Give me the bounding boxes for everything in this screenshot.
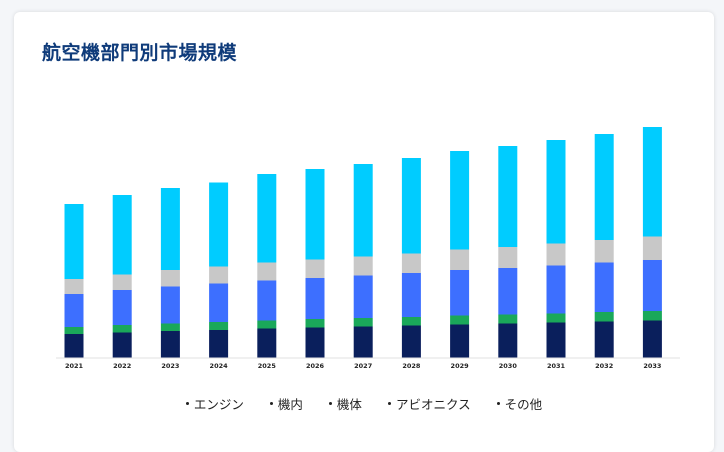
x-tick-label: 2027 — [354, 362, 372, 370]
bar-segment-2033-0 — [642, 320, 662, 358]
bar-segment-2022-3 — [112, 274, 132, 290]
bar-segment-2027-1 — [353, 318, 373, 327]
bar-segment-2029-0 — [450, 324, 470, 358]
bar-segment-2024-1 — [209, 322, 229, 330]
x-tick-label: 2025 — [258, 362, 277, 370]
legend-item: 機体 — [328, 394, 362, 413]
bar-segment-2021-2 — [64, 294, 84, 327]
x-tick-label: 2021 — [65, 362, 84, 370]
bar-segment-2026-2 — [305, 278, 325, 319]
bar-segment-2023-1 — [160, 323, 180, 331]
legend-item: 機内 — [269, 394, 303, 413]
legend-item: その他 — [496, 394, 543, 413]
bar-segment-2033-2 — [642, 260, 662, 311]
bar-segment-2027-0 — [353, 326, 373, 358]
bar-segment-2021-1 — [64, 327, 84, 334]
x-tick-label: 2033 — [643, 362, 661, 370]
bar-segment-2028-2 — [401, 273, 421, 317]
bar-segment-2033-1 — [642, 311, 662, 321]
bars-group — [64, 127, 662, 358]
x-tick-label: 2026 — [306, 362, 325, 370]
x-tick-label: 2028 — [402, 362, 421, 370]
bar-segment-2022-2 — [112, 290, 132, 325]
bar-segment-2025-1 — [257, 320, 277, 329]
bar-segment-2023-2 — [160, 286, 180, 324]
bar-segment-2032-2 — [594, 262, 614, 312]
bar-segment-2029-2 — [450, 270, 470, 316]
bar-segment-2029-3 — [450, 249, 470, 270]
x-tick-label: 2023 — [161, 362, 179, 370]
x-tick-label: 2032 — [595, 362, 613, 370]
bar-segment-2030-1 — [498, 314, 518, 324]
bar-segment-2031-1 — [546, 313, 566, 323]
bullet-icon — [185, 402, 189, 405]
bar-segment-2025-2 — [257, 280, 277, 321]
bar-segment-2027-2 — [353, 275, 373, 318]
bar-segment-2021-0 — [64, 334, 84, 358]
bar-segment-2024-4 — [209, 182, 229, 267]
bar-segment-2026-3 — [305, 259, 325, 278]
bar-segment-2032-4 — [594, 134, 614, 240]
bar-segment-2027-4 — [353, 164, 373, 257]
x-tick-label: 2031 — [547, 362, 566, 370]
chart-title: 航空機部門別市場規模 — [42, 42, 238, 64]
bar-segment-2031-2 — [546, 265, 566, 314]
bar-segment-2030-0 — [498, 323, 518, 358]
bar-segment-2022-0 — [112, 332, 132, 358]
legend: エンジン 機内 機体 アビオニクス その他 — [14, 394, 714, 413]
legend-item: アビオニクス — [387, 394, 471, 413]
bar-segment-2023-4 — [160, 188, 180, 270]
bar-segment-2024-3 — [209, 266, 229, 284]
bar-segment-2031-4 — [546, 140, 566, 244]
legend-item: エンジン — [185, 394, 244, 413]
bar-segment-2028-1 — [401, 317, 421, 326]
bar-segment-2032-0 — [594, 321, 614, 358]
bar-segment-2028-0 — [401, 325, 421, 358]
bar-segment-2028-4 — [401, 158, 421, 254]
bar-segment-2030-2 — [498, 268, 518, 315]
x-tick-label: 2022 — [113, 362, 131, 370]
bar-segment-2033-4 — [642, 127, 662, 237]
bar-segment-2030-4 — [498, 146, 518, 247]
bar-segment-2026-0 — [305, 327, 325, 358]
bullet-icon — [496, 402, 500, 405]
bar-segment-2025-0 — [257, 328, 277, 358]
bar-segment-2032-3 — [594, 240, 614, 263]
x-tick-label: 2029 — [451, 362, 470, 370]
bar-segment-2025-3 — [257, 262, 277, 281]
bar-segment-2022-1 — [112, 325, 132, 333]
bullet-icon — [387, 402, 391, 405]
bar-segment-2024-0 — [209, 330, 229, 358]
chart-card: 航空機部門別市場規模 2021 2022 2023 2024 2025 2026 2027 2… — [14, 12, 714, 452]
bar-segment-2023-0 — [160, 331, 180, 358]
bullet-icon — [269, 402, 273, 405]
bar-segment-2030-3 — [498, 247, 518, 268]
x-tick-labels: 2021 2022 2023 2024 2025 2026 2027 2028 2029 2030… — [65, 362, 661, 370]
bar-segment-2023-3 — [160, 270, 180, 287]
bar-segment-2032-1 — [594, 312, 614, 322]
bar-segment-2031-3 — [546, 243, 566, 266]
bar-segment-2021-4 — [64, 204, 84, 279]
legend-label: その他 — [504, 397, 543, 412]
bullet-icon — [328, 402, 332, 405]
bar-segment-2028-3 — [401, 253, 421, 273]
bar-segment-2029-4 — [450, 151, 470, 250]
legend-label: アビオニクス — [395, 397, 471, 412]
legend-label: 機体 — [336, 397, 362, 412]
legend-label: 機内 — [277, 397, 303, 412]
bar-segment-2026-1 — [305, 319, 325, 328]
bar-segment-2026-4 — [305, 169, 325, 260]
bar-segment-2025-4 — [257, 174, 277, 263]
bar-segment-2024-2 — [209, 283, 229, 322]
stacked-bar-chart: 2021 2022 2023 2024 2025 2026 2027 2028 2029 2030… — [56, 127, 680, 370]
bar-segment-2031-0 — [546, 322, 566, 358]
x-tick-label: 2030 — [499, 362, 518, 370]
bar-segment-2033-3 — [642, 236, 662, 260]
bar-segment-2027-3 — [353, 256, 373, 276]
legend-label: エンジン — [193, 397, 244, 412]
x-tick-label: 2024 — [210, 362, 229, 370]
bar-segment-2021-3 — [64, 279, 84, 294]
bar-segment-2029-1 — [450, 315, 470, 325]
bar-segment-2022-4 — [112, 195, 132, 275]
